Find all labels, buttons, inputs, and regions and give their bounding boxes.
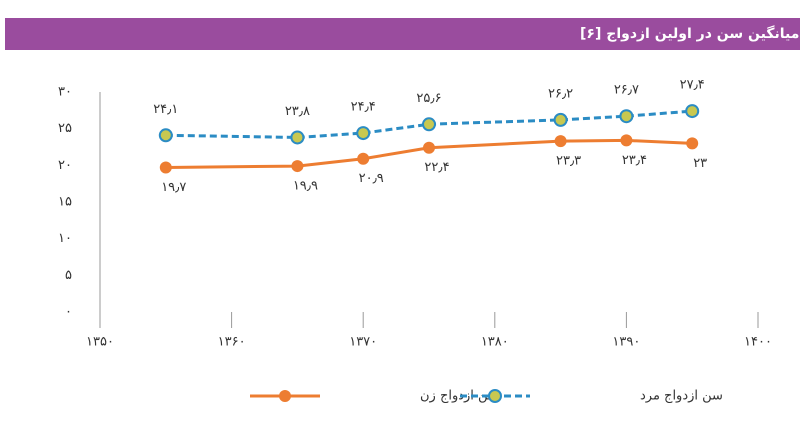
point [553, 112, 568, 127]
data-label: ۲۳ [693, 156, 707, 171]
point [620, 134, 633, 147]
data-label: ۲۴٫۱ [153, 102, 178, 117]
y-tick-label: ۱۰ [58, 231, 72, 246]
y-tick-label: ۲۰ [58, 158, 72, 173]
x-tick-label: ۱۳۶۰ [218, 335, 246, 350]
point [159, 161, 172, 174]
y-tick-label: ۳۰ [58, 85, 72, 100]
x-tick-label: ۱۳۸۰ [481, 335, 509, 350]
point [290, 130, 305, 145]
data-label: ۲۳٫۴ [622, 153, 647, 168]
data-label: ۲۵٫۶ [416, 91, 441, 106]
legend-label: سن ازدواج زن [420, 389, 499, 404]
point [685, 104, 700, 119]
x-tick-label: ۱۳۵۰ [86, 335, 114, 350]
legend-marker [279, 390, 291, 402]
point [357, 152, 370, 165]
point [158, 128, 173, 143]
legend-marker [488, 389, 502, 403]
data-label: ۲۰٫۹ [359, 171, 384, 186]
x-tick-label: ۱۳۹۰ [612, 335, 640, 350]
x-tick-label: ۱۳۷۰ [349, 335, 377, 350]
data-label: ۲۷٫۴ [680, 78, 705, 93]
title-bar [5, 18, 800, 50]
data-label: ۲۳٫۸ [285, 104, 310, 119]
y-tick-label: ۱۵ [58, 195, 72, 210]
data-label: ۲۴٫۴ [351, 100, 376, 115]
point [423, 141, 435, 154]
point [422, 117, 436, 132]
data-label: ۲۳٫۳ [556, 154, 581, 169]
y-tick-label: ۵ [65, 268, 72, 283]
y-tick-label: ۲۵ [58, 121, 72, 136]
data-label: ۱۹٫۷ [161, 180, 186, 195]
data-label: ۲۶٫۷ [614, 83, 639, 98]
data-label: ۲۶٫۲ [548, 86, 573, 101]
point [356, 126, 371, 141]
chart-title: شکل ۸. نمودار میانگین سن در اولین ازدواج… [580, 25, 800, 42]
point [619, 109, 634, 124]
legend-label: سن ازدواج مرد [640, 389, 723, 404]
data-label: ۲۲٫۴ [424, 160, 449, 175]
point [554, 135, 567, 148]
point [686, 137, 699, 150]
y-tick-label: ۰ [65, 305, 72, 320]
x-tick-label: ۱۴۰۰ [744, 335, 772, 350]
point [291, 160, 304, 173]
data-label: ۱۹٫۹ [293, 179, 318, 194]
